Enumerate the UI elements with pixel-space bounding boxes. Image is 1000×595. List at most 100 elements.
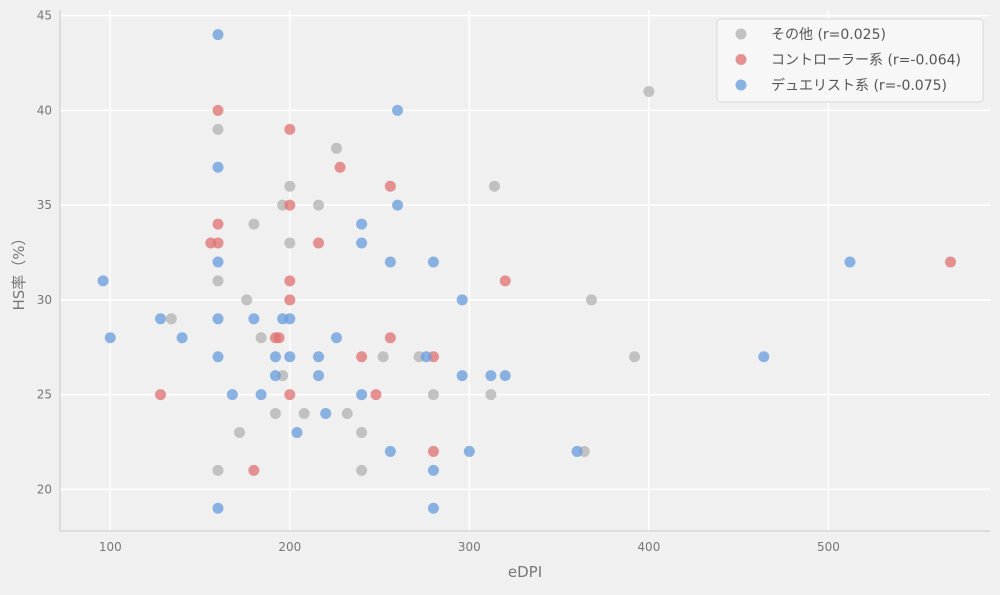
data-point (284, 313, 296, 325)
data-point (488, 180, 500, 192)
y-tick-label: 45 (37, 9, 52, 23)
data-point (97, 275, 109, 287)
data-point (356, 464, 368, 476)
tick-labels: 100 200 300 400 500 20 25 30 35 40 45 (37, 9, 840, 554)
x-tick-label: 300 (458, 540, 481, 554)
data-point (629, 351, 641, 363)
data-point (269, 408, 281, 420)
data-point (499, 370, 511, 382)
x-tick-label: 500 (817, 540, 840, 554)
data-point (284, 123, 296, 135)
legend: その他 (r=0.025) コントローラー系 (r=-0.064) デュエリスト… (716, 18, 984, 103)
data-point (212, 123, 224, 135)
data-point (269, 370, 281, 382)
data-point (313, 351, 325, 363)
data-point (212, 161, 224, 173)
data-point (356, 426, 368, 438)
data-point (427, 464, 439, 476)
data-point (485, 389, 497, 401)
data-point (248, 218, 260, 230)
y-tick-label: 20 (37, 482, 52, 496)
data-point (320, 408, 332, 420)
data-point (456, 294, 468, 306)
y-axis-label: HS率（%） (10, 230, 28, 310)
data-point (370, 389, 382, 401)
data-point (356, 218, 368, 230)
x-tick-label: 400 (637, 540, 660, 554)
data-point (427, 256, 439, 268)
data-point (844, 256, 856, 268)
x-axis-label: eDPI (508, 563, 542, 581)
data-point (384, 256, 396, 268)
data-point (463, 445, 475, 457)
data-point (485, 370, 497, 382)
data-point (384, 445, 396, 457)
legend-label-controller: コントローラー系 (r=-0.064) (771, 53, 961, 69)
y-tick-label: 25 (37, 388, 52, 402)
legend-marker-other (735, 28, 747, 40)
data-point (255, 389, 267, 401)
data-point (226, 389, 238, 401)
data-point (284, 389, 296, 401)
data-point (212, 464, 224, 476)
y-tick-label: 30 (37, 293, 52, 307)
x-tick-label: 200 (278, 540, 301, 554)
data-point (155, 313, 167, 325)
legend-label-duelist: デュエリスト系 (r=-0.075) (771, 77, 947, 94)
data-point (427, 502, 439, 514)
data-point (248, 313, 260, 325)
grid-lines (60, 10, 990, 531)
data-point (284, 294, 296, 306)
data-point (571, 445, 583, 457)
legend-label-other: その他 (r=0.025) (771, 27, 886, 43)
data-point (313, 237, 325, 249)
data-point (212, 502, 224, 514)
y-tick-label: 40 (37, 103, 52, 117)
data-point (356, 389, 368, 401)
y-tick-label: 35 (37, 198, 52, 212)
data-point (255, 332, 267, 344)
data-point (155, 389, 167, 401)
data-point (212, 256, 224, 268)
data-point (212, 29, 224, 41)
data-point (284, 237, 296, 249)
data-point (427, 445, 439, 457)
data-point (284, 199, 296, 211)
data-point (392, 104, 404, 116)
data-point (284, 180, 296, 192)
data-point (284, 351, 296, 363)
legend-marker-duelist (735, 79, 747, 91)
data-point (212, 275, 224, 287)
data-point (356, 237, 368, 249)
data-point (298, 408, 310, 420)
data-point (313, 199, 325, 211)
axes (59, 10, 990, 532)
data-point (212, 351, 224, 363)
data-point (330, 142, 342, 154)
data-point (499, 275, 511, 287)
data-point (212, 237, 224, 249)
data-point (377, 351, 389, 363)
data-point (313, 370, 325, 382)
legend-box (716, 18, 984, 103)
data-point (384, 332, 396, 344)
data-point (269, 351, 281, 363)
data-point (392, 199, 404, 211)
data-point (585, 294, 597, 306)
data-point (384, 180, 396, 192)
data-point (284, 275, 296, 287)
data-point (248, 464, 260, 476)
data-point (427, 389, 439, 401)
data-point (104, 332, 116, 344)
legend-marker-controller (735, 54, 747, 65)
data-points (97, 29, 957, 514)
data-point (334, 161, 346, 173)
data-point (176, 332, 188, 344)
data-point (758, 351, 770, 363)
data-point (234, 426, 246, 438)
data-point (291, 426, 303, 438)
data-point (341, 408, 353, 420)
data-point (456, 370, 468, 382)
